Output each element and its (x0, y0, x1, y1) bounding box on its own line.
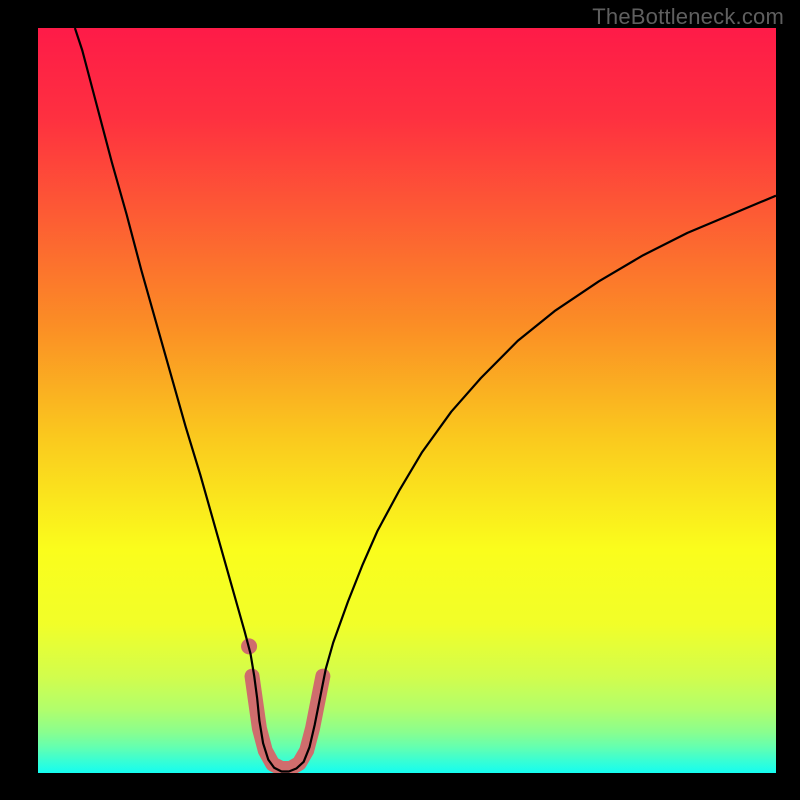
watermark-text: TheBottleneck.com (592, 4, 784, 30)
chart-background (38, 28, 776, 773)
plot-area (38, 28, 776, 773)
chart-svg (38, 28, 776, 773)
